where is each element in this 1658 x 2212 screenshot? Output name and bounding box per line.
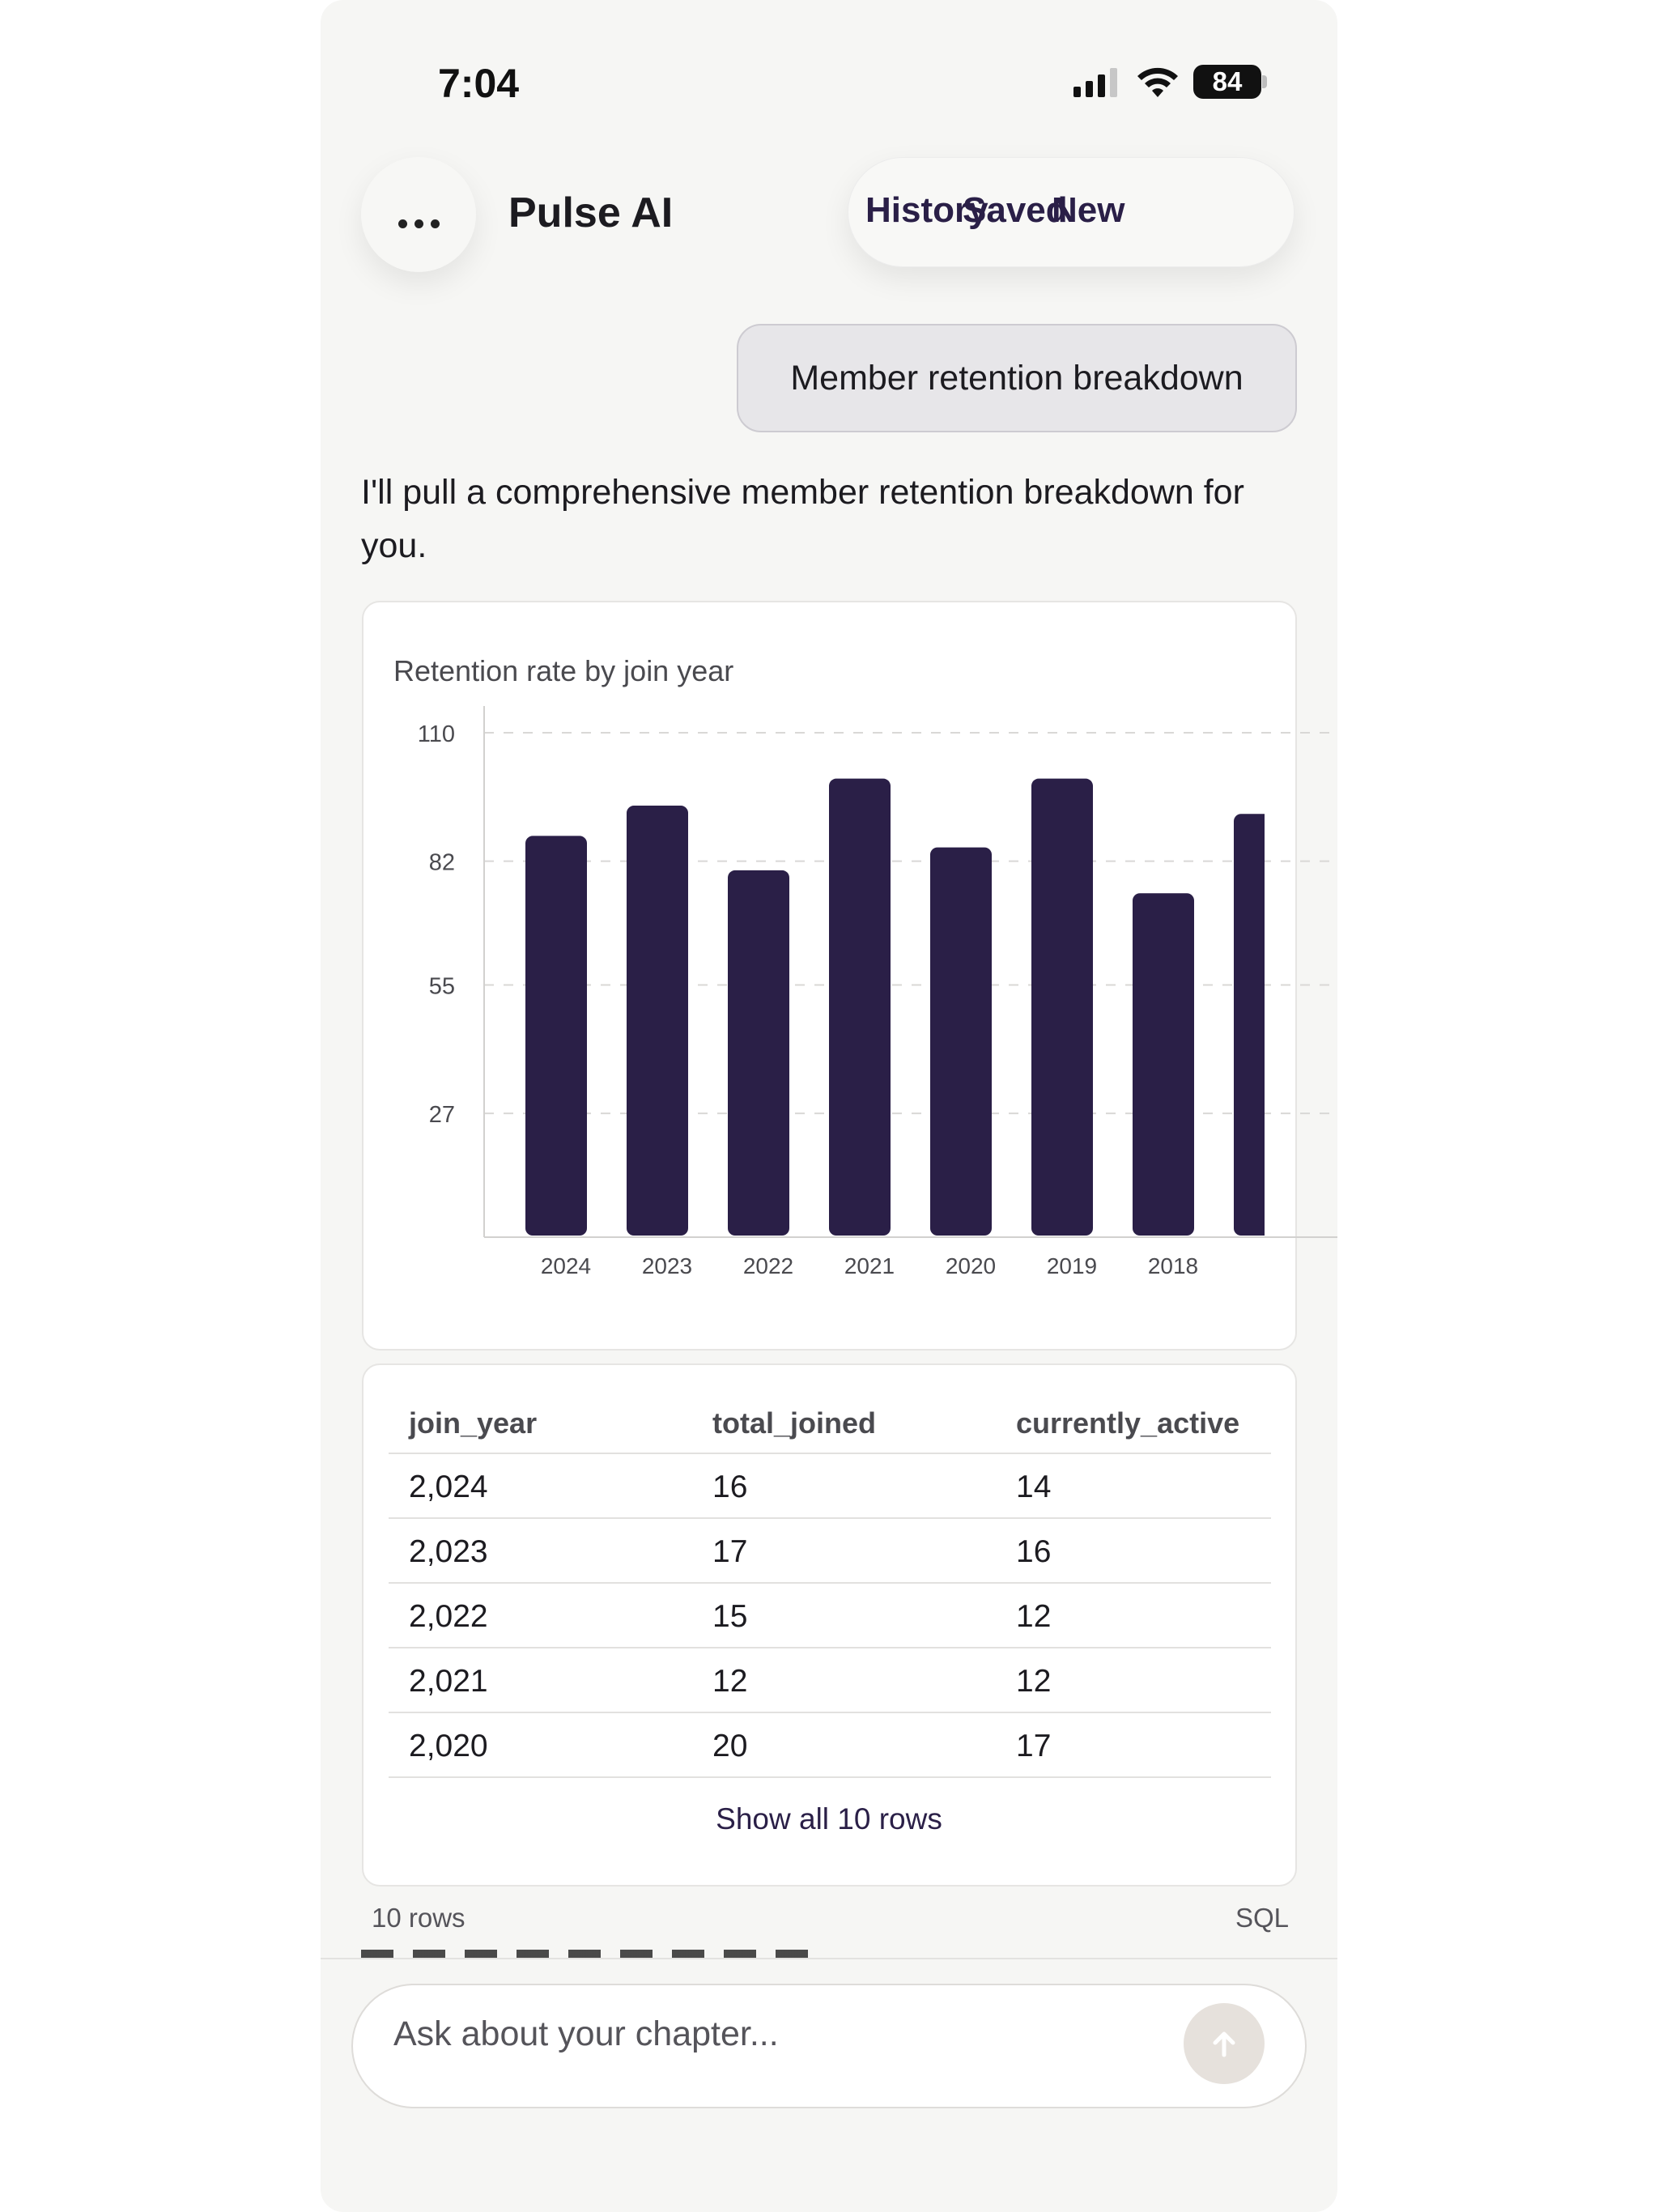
ellipsis-icon [397, 219, 407, 228]
y-tick-label: 55 [429, 974, 455, 1000]
bar [1133, 893, 1194, 1236]
arrow-up-icon [1213, 2031, 1235, 2057]
results-table-card [362, 1363, 1297, 1887]
x-tick-label: 2021 [844, 1253, 895, 1278]
y-tick-label: 27 [429, 1102, 455, 1128]
table-cell: 12 [712, 1664, 748, 1699]
table-cell: 12 [1016, 1599, 1052, 1634]
show-all-rows-button[interactable]: Show all 10 rows [716, 1802, 942, 1836]
table-header-divider [389, 1453, 1271, 1454]
y-tick-label: 82 [429, 850, 455, 876]
battery-icon: 84 [1193, 65, 1261, 99]
x-tick-label: 2023 [642, 1253, 692, 1278]
y-tick-label: 110 [418, 721, 455, 747]
chart-title: Retention rate by join year [393, 654, 734, 687]
history-button[interactable]: History [865, 190, 988, 230]
bar [1031, 778, 1093, 1236]
bar [1234, 814, 1265, 1236]
bar [525, 836, 587, 1236]
bar [627, 806, 688, 1236]
send-button[interactable] [1184, 2003, 1265, 2084]
assistant-message: I'll pull a comprehensive member retenti… [361, 473, 1244, 565]
table-cell: 2,022 [409, 1599, 488, 1634]
chat-input[interactable] [393, 2014, 1122, 2054]
table-cell: 2,020 [409, 1729, 488, 1763]
sql-button[interactable]: SQL [1235, 1903, 1290, 1933]
table-cell: 14 [1016, 1470, 1052, 1504]
composer-divider [321, 1958, 1337, 1959]
table-cell: 12 [1016, 1664, 1052, 1699]
table-cell: 17 [1016, 1729, 1052, 1763]
x-tick-label: 2019 [1047, 1253, 1097, 1278]
table-row-divider [389, 1712, 1271, 1713]
x-tick-label: 2024 [541, 1253, 591, 1278]
table-cell: 2,023 [409, 1534, 488, 1569]
table-cell: 17 [712, 1534, 748, 1569]
table-row-divider [389, 1582, 1271, 1584]
battery-nub [1262, 75, 1267, 88]
table-row-divider [389, 1776, 1271, 1778]
status-time: 7:04 [438, 61, 520, 106]
phone-screen: 7:04 84 Pulse AI History Saved New Membe… [321, 0, 1337, 2212]
x-tick-label: 2020 [946, 1253, 996, 1278]
new-button[interactable]: New [1052, 190, 1125, 230]
app-title: Pulse AI [508, 189, 674, 236]
saved-button[interactable]: Saved [963, 190, 1068, 230]
bar [930, 847, 992, 1236]
header-nav: History Saved New [848, 157, 1295, 267]
cellular-signal-icon [1073, 68, 1117, 97]
x-tick-label: 2022 [743, 1253, 793, 1278]
column-header-currently-active: currently_active [1016, 1406, 1240, 1440]
table-cell: 16 [712, 1470, 748, 1504]
column-header-total-joined: total_joined [712, 1406, 877, 1440]
bar-group [525, 778, 1265, 1236]
user-message-bubble: Member retention breakdown [737, 324, 1297, 432]
table-row-divider [389, 1517, 1271, 1519]
table-cell: 2,021 [409, 1664, 488, 1699]
table-cell: 15 [712, 1599, 748, 1634]
table-cell: 2,024 [409, 1470, 488, 1504]
clipped-message-text [361, 1942, 1090, 1958]
table-row-divider [389, 1647, 1271, 1648]
bar [829, 778, 891, 1236]
wifi-icon [1137, 67, 1178, 97]
retention-bar-chart: 110 82 55 27 2024 2023 2022 2021 2020 2019 2018 [418, 706, 1337, 1278]
bar [728, 870, 789, 1236]
table-cell: 20 [712, 1729, 748, 1763]
menu-button[interactable] [361, 157, 476, 272]
table-cell: 16 [1016, 1534, 1052, 1569]
x-tick-label: 2018 [1148, 1253, 1198, 1278]
column-header-join-year: join_year [409, 1406, 538, 1440]
row-count: 10 rows [372, 1903, 466, 1933]
